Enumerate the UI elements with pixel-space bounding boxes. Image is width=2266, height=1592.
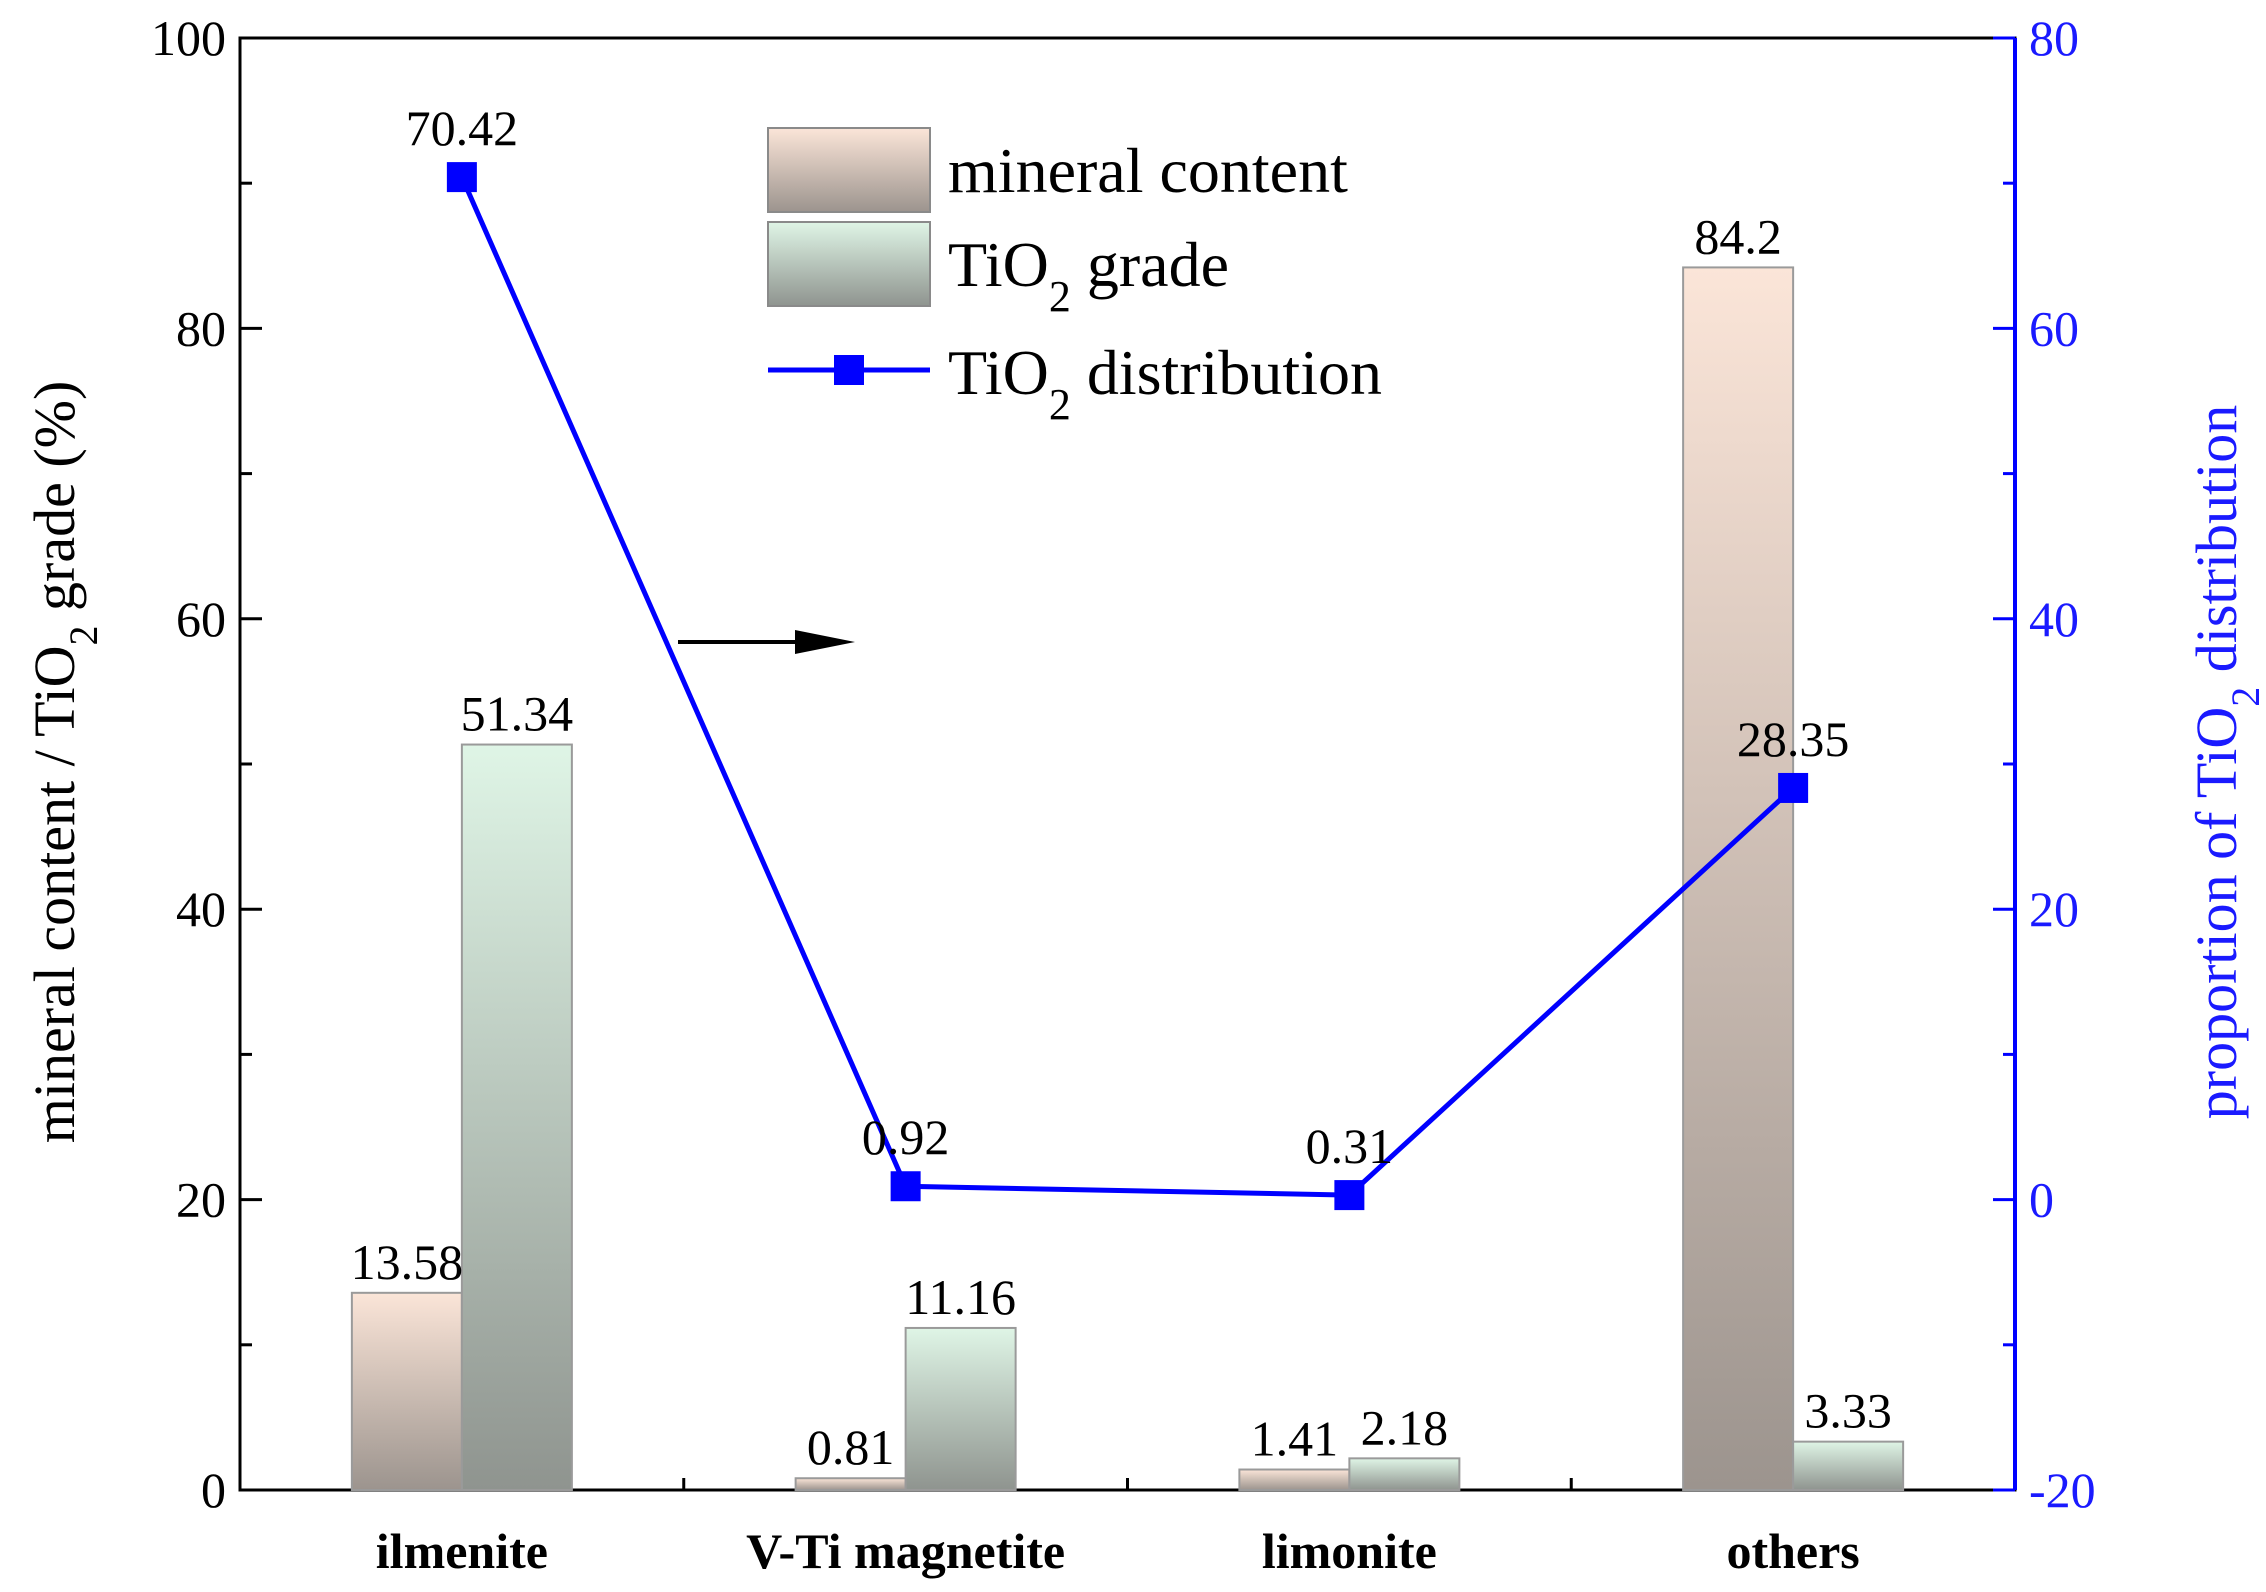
arrow-annotation [678,630,855,654]
bar-tio2-grade [904,1326,1017,1491]
right-tick-label: -20 [2029,1462,2096,1518]
bar-value-label: 84.2 [1694,208,1782,264]
left-axis-ticks: 0 20 40 60 80 100 [151,10,262,1518]
bar-value-label: 13.58 [351,1234,464,1290]
x-axis-ticks: ilmenite V-Ti magnetite limonite others [376,1478,1860,1579]
category-label: V-Ti magnetite [746,1523,1065,1579]
distribution-marker [890,1171,921,1202]
bar-mineral-content [1682,266,1795,1491]
distribution-marker [446,162,477,193]
distribution-marker [1334,1180,1365,1211]
right-tick-label: 80 [2029,10,2079,66]
bar-value-label: 3.33 [1804,1383,1892,1439]
legend-swatch-tio2-grade [767,221,931,307]
distribution-value-label: 70.42 [406,100,519,156]
left-tick-label: 0 [201,1462,226,1518]
left-tick-label: 20 [176,1172,226,1228]
distribution-polyline [459,176,1795,1198]
bar-mineral-content [1238,1468,1351,1492]
bar-value-label: 0.81 [807,1419,895,1475]
right-tick-label: 20 [2029,881,2079,937]
bar-tio2-grade [1792,1440,1905,1492]
bar-value-label: 2.18 [1361,1399,1449,1455]
left-tick-label: 60 [176,591,226,647]
legend-label-mineral-content: mineral content [948,135,1348,206]
right-axis-ticks: -20 0 20 40 60 80 [1993,10,2096,1518]
category-label: others [1726,1523,1859,1579]
right-axis-title: proportion of TiO2 distribution [2184,405,2266,1119]
category-label: limonite [1262,1523,1437,1579]
distribution-value-label: 0.31 [1306,1118,1394,1174]
bar-tio2-grade [1348,1457,1461,1492]
bar-value-label: 1.41 [1251,1411,1339,1467]
distribution-line [446,162,1809,1211]
bar-value-label: 51.34 [461,686,574,742]
legend-label-tio2-grade: TiO2 grade [948,229,1229,321]
right-tick-label: 60 [2029,300,2079,356]
right-tick-label: 40 [2029,591,2079,647]
left-tick-label: 100 [151,10,226,66]
category-label: ilmenite [376,1523,548,1579]
data-labels: 13.58 0.81 1.41 84.2 51.34 11.16 2.18 3.33 70.42… [351,100,1892,1475]
legend: mineral content TiO2 grade TiO2 distribu… [767,127,1382,429]
left-axis-title: mineral content / TiO2 grade (%) [22,381,106,1144]
bar-tio2-grade [460,743,573,1491]
bar-value-label: 11.16 [905,1269,1016,1325]
bar-mineral-content [794,1477,907,1491]
bars [350,266,1905,1492]
left-tick-label: 80 [176,300,226,356]
distribution-marker [1778,772,1809,803]
distribution-value-label: 0.92 [862,1109,950,1165]
bar-mineral-content [350,1291,463,1491]
legend-marker-tio2-distribution [834,355,864,385]
legend-label-tio2-distribution: TiO2 distribution [948,337,1382,429]
left-tick-label: 40 [176,881,226,937]
right-tick-label: 0 [2029,1172,2054,1228]
distribution-value-label: 28.35 [1737,711,1850,767]
legend-swatch-mineral-content [767,127,931,213]
